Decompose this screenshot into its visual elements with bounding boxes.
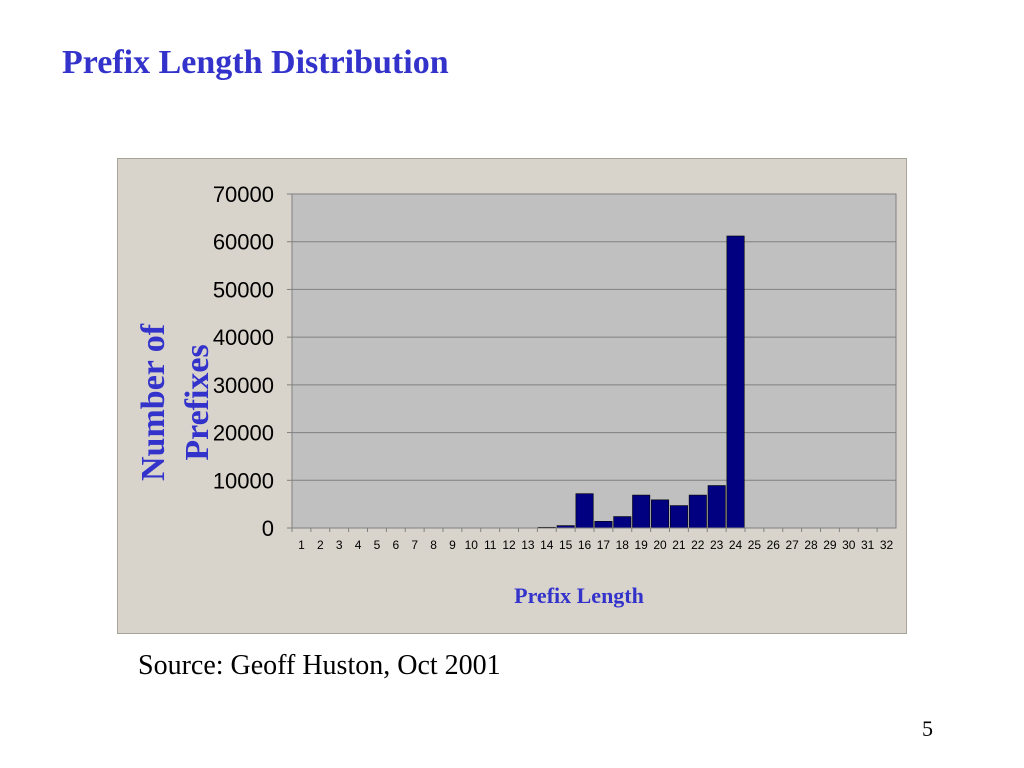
source-citation: Source: Geoff Huston, Oct 2001: [138, 650, 501, 681]
y-tick-label: 20000: [213, 421, 274, 446]
y-axis-ticks: 0 10000 20000 30000 40000 50000 60000 70000: [213, 182, 292, 541]
y-axis-label: Number of Prefixes: [132, 323, 220, 480]
x-tick-label: 26: [767, 538, 781, 552]
gridlines: [292, 193, 896, 481]
x-tick-label: 18: [616, 538, 630, 552]
bars: [537, 235, 745, 529]
x-tick-label: 16: [578, 538, 592, 552]
y-tick-label: 40000: [213, 325, 274, 350]
bar-prefix-16: [575, 493, 594, 529]
bar-prefix-23: [707, 485, 726, 529]
y-tick-label: 70000: [213, 182, 274, 207]
bar-prefix-20: [651, 499, 670, 529]
bar-prefix-21: [669, 505, 688, 529]
bar-prefix-18: [613, 516, 632, 529]
slide-title: Prefix Length Distribution: [62, 44, 449, 81]
y-tick-label: 60000: [213, 230, 274, 255]
x-tick-label: 28: [804, 538, 818, 552]
x-tick-label: 32: [880, 538, 894, 552]
x-tick-label: 3: [336, 538, 343, 552]
x-axis-ticks: 1 2 3 4 5 6 7 8 9 10 11 12 13 14 15 16 17 18 19 20 21 22 23 24 2…: [291, 528, 894, 552]
x-tick-label: 24: [729, 538, 743, 552]
x-tick-label: 25: [748, 538, 762, 552]
y-tick-label: 0: [262, 516, 274, 541]
x-tick-label: 1: [298, 538, 305, 552]
x-tick-label: 21: [672, 538, 686, 552]
x-tick-label: 30: [842, 538, 856, 552]
x-tick-label: 15: [559, 538, 573, 552]
bar-prefix-19: [632, 494, 651, 529]
x-tick-label: 31: [861, 538, 875, 552]
plot-area: [291, 193, 897, 529]
x-tick-label: 10: [465, 538, 479, 552]
x-tick-label: 4: [355, 538, 362, 552]
x-tick-label: 9: [449, 538, 456, 552]
x-axis-label: Prefix Length: [514, 583, 644, 608]
x-tick-label: 22: [691, 538, 705, 552]
x-tick-label: 2: [317, 538, 324, 552]
y-tick-label: 30000: [213, 373, 274, 398]
x-tick-label: 12: [502, 538, 516, 552]
x-tick-label: 6: [392, 538, 399, 552]
x-tick-label: 23: [710, 538, 724, 552]
x-tick-label: 13: [521, 538, 535, 552]
x-tick-label: 29: [823, 538, 837, 552]
x-tick-label: 20: [653, 538, 667, 552]
bar-prefix-17: [594, 521, 613, 529]
y-tick-label: 10000: [213, 468, 274, 493]
x-tick-label: 17: [597, 538, 611, 552]
page-number: 5: [922, 716, 933, 741]
y-axis-label-line-2: Prefixes: [179, 343, 216, 461]
y-axis-label-line-1: Number of: [135, 323, 172, 481]
x-tick-label: 8: [430, 538, 437, 552]
x-tick-label: 5: [374, 538, 381, 552]
bar-prefix-22: [688, 494, 707, 529]
x-tick-label: 19: [635, 538, 649, 552]
x-tick-label: 11: [484, 538, 497, 552]
x-tick-label: 27: [786, 538, 800, 552]
x-tick-label: 14: [540, 538, 554, 552]
x-tick-label: 7: [411, 538, 418, 552]
bar-prefix-24: [726, 235, 745, 529]
y-tick-label: 50000: [213, 277, 274, 302]
